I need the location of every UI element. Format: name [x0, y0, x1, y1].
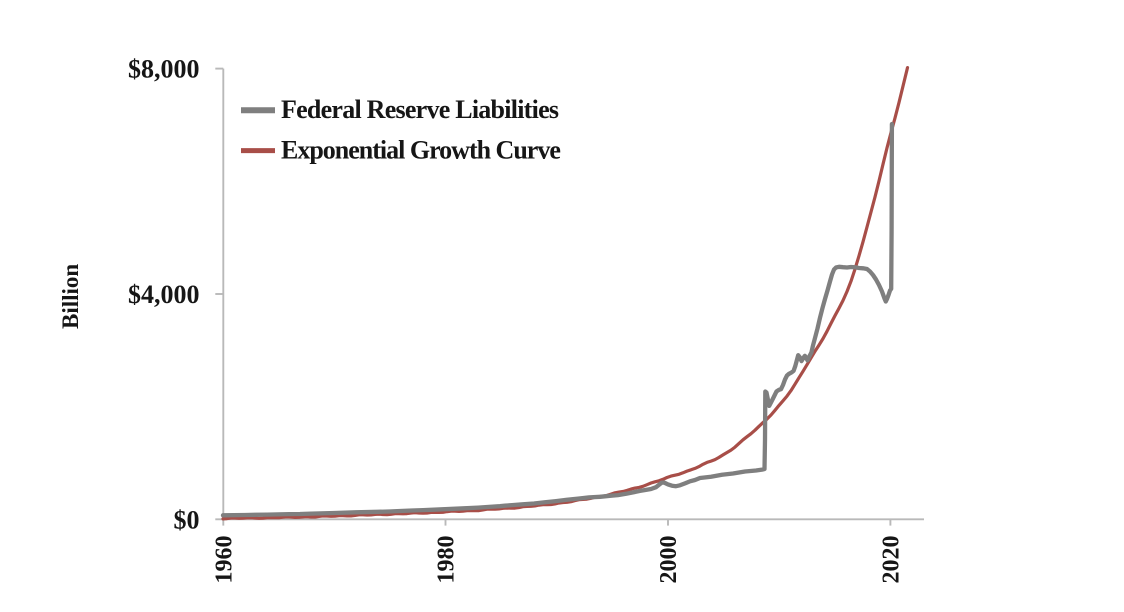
- svg-text:Federal Reserve Liabilities: Federal Reserve Liabilities: [281, 95, 559, 124]
- svg-text:Billion: Billion: [58, 264, 83, 329]
- svg-text:1960: 1960: [211, 536, 237, 584]
- svg-text:1980: 1980: [434, 536, 460, 584]
- svg-text:$8,000: $8,000: [128, 55, 200, 84]
- svg-text:2020: 2020: [878, 536, 904, 584]
- svg-text:$0: $0: [174, 505, 200, 534]
- svg-text:2000: 2000: [656, 536, 682, 584]
- svg-text:Exponential Growth Curve: Exponential Growth Curve: [281, 135, 560, 164]
- svg-text:$4,000: $4,000: [128, 280, 200, 309]
